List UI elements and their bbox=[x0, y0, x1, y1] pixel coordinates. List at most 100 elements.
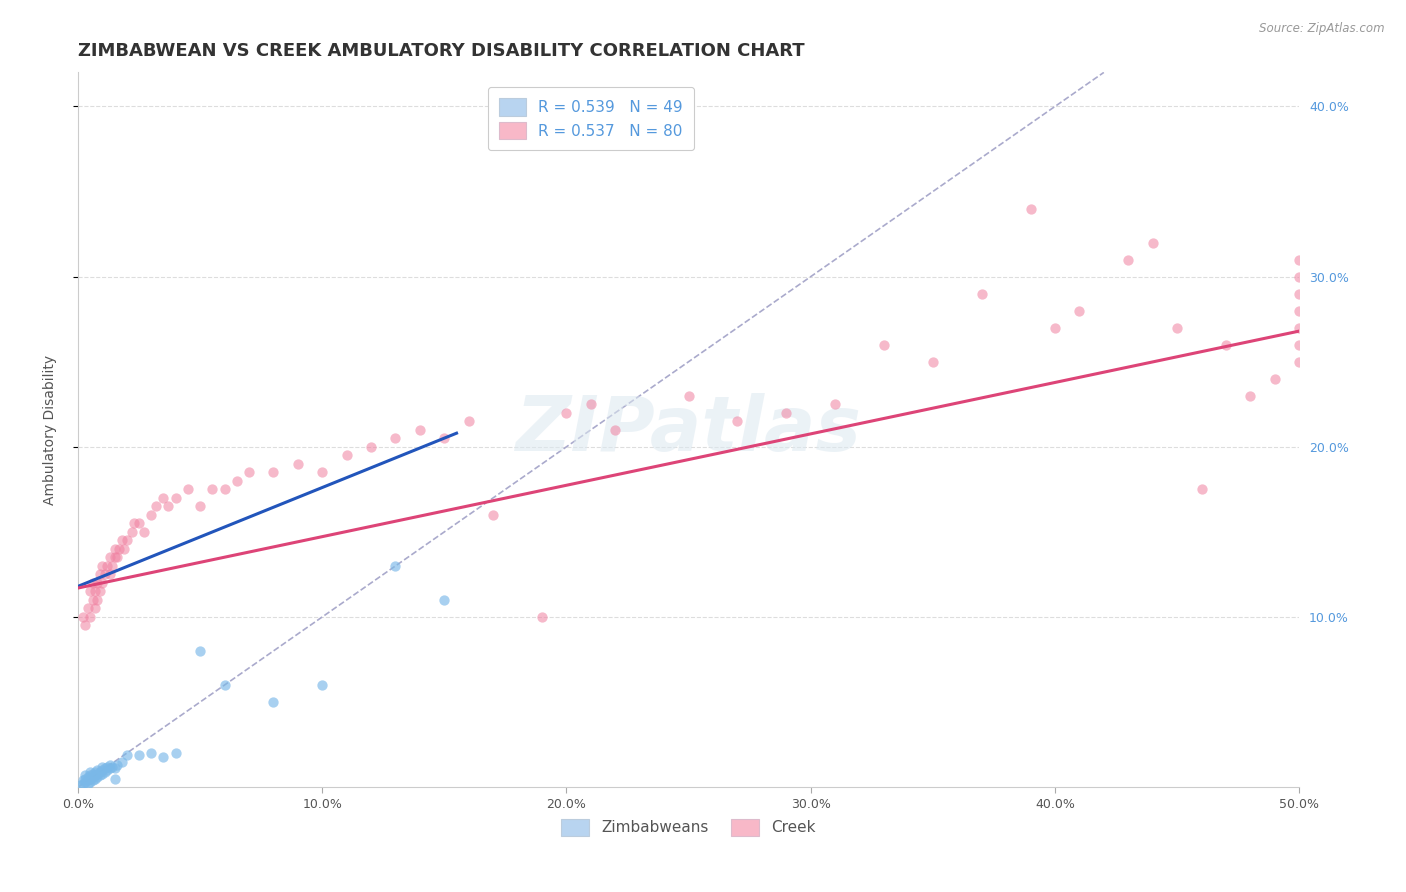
Point bbox=[1069, 303, 1091, 318]
Point bbox=[101, 558, 124, 573]
Point bbox=[121, 524, 143, 539]
Point bbox=[69, 779, 91, 793]
Point bbox=[76, 770, 98, 784]
Point bbox=[201, 483, 224, 497]
Point bbox=[214, 483, 236, 497]
Point bbox=[824, 397, 846, 411]
Point bbox=[91, 558, 114, 573]
Point bbox=[91, 763, 114, 777]
Point bbox=[384, 431, 406, 445]
Point bbox=[112, 541, 135, 556]
Point bbox=[311, 466, 333, 480]
Point bbox=[1288, 303, 1310, 318]
Point bbox=[152, 491, 174, 505]
Point bbox=[72, 777, 94, 791]
Point bbox=[921, 355, 943, 369]
Point bbox=[76, 773, 98, 788]
Point bbox=[1288, 269, 1310, 284]
Point bbox=[91, 766, 114, 780]
Point bbox=[86, 576, 108, 591]
Point bbox=[152, 749, 174, 764]
Point bbox=[79, 775, 101, 789]
Point bbox=[105, 758, 128, 772]
Point bbox=[970, 286, 993, 301]
Point bbox=[98, 758, 121, 772]
Point bbox=[79, 584, 101, 599]
Point bbox=[433, 593, 456, 607]
Point bbox=[89, 764, 111, 779]
Point bbox=[360, 440, 382, 454]
Point bbox=[79, 610, 101, 624]
Point bbox=[98, 550, 121, 565]
Point bbox=[82, 766, 104, 780]
Point bbox=[84, 772, 107, 786]
Point bbox=[225, 474, 247, 488]
Point bbox=[86, 766, 108, 780]
Point bbox=[579, 397, 602, 411]
Point bbox=[122, 516, 145, 531]
Point bbox=[72, 773, 94, 788]
Point bbox=[1288, 252, 1310, 267]
Point bbox=[84, 601, 107, 615]
Point bbox=[555, 406, 578, 420]
Point bbox=[165, 746, 187, 760]
Point bbox=[128, 516, 150, 531]
Point bbox=[86, 593, 108, 607]
Point bbox=[98, 567, 121, 582]
Point bbox=[96, 760, 118, 774]
Point bbox=[79, 764, 101, 779]
Point bbox=[1191, 483, 1213, 497]
Point bbox=[531, 610, 554, 624]
Y-axis label: Ambulatory Disability: Ambulatory Disability bbox=[44, 355, 58, 505]
Point bbox=[82, 576, 104, 591]
Point bbox=[775, 406, 797, 420]
Point bbox=[287, 457, 309, 471]
Point bbox=[91, 576, 114, 591]
Point bbox=[79, 772, 101, 786]
Text: ZIPatlas: ZIPatlas bbox=[516, 392, 862, 467]
Point bbox=[96, 558, 118, 573]
Point bbox=[94, 761, 117, 775]
Point bbox=[177, 483, 200, 497]
Point bbox=[115, 533, 138, 548]
Point bbox=[91, 760, 114, 774]
Point bbox=[605, 423, 627, 437]
Point bbox=[128, 747, 150, 762]
Point bbox=[86, 770, 108, 784]
Point bbox=[98, 761, 121, 775]
Point bbox=[188, 644, 211, 658]
Point bbox=[111, 755, 134, 769]
Point bbox=[104, 541, 127, 556]
Point bbox=[238, 466, 260, 480]
Point bbox=[105, 550, 128, 565]
Point bbox=[84, 768, 107, 782]
Point bbox=[1288, 355, 1310, 369]
Point bbox=[82, 770, 104, 784]
Point bbox=[96, 763, 118, 777]
Point bbox=[141, 508, 163, 522]
Point bbox=[94, 764, 117, 779]
Point bbox=[678, 389, 700, 403]
Point bbox=[115, 747, 138, 762]
Point bbox=[384, 558, 406, 573]
Point bbox=[89, 584, 111, 599]
Point bbox=[157, 500, 180, 514]
Point bbox=[76, 601, 98, 615]
Point bbox=[1288, 337, 1310, 351]
Point bbox=[104, 772, 127, 786]
Point bbox=[1142, 235, 1164, 250]
Point bbox=[145, 500, 167, 514]
Point bbox=[457, 414, 479, 428]
Point bbox=[1019, 202, 1042, 216]
Point bbox=[82, 593, 104, 607]
Point bbox=[79, 768, 101, 782]
Text: ZIMBABWEAN VS CREEK AMBULATORY DISABILITY CORRELATION CHART: ZIMBABWEAN VS CREEK AMBULATORY DISABILIT… bbox=[77, 42, 804, 60]
Point bbox=[72, 610, 94, 624]
Point bbox=[86, 763, 108, 777]
Text: Source: ZipAtlas.com: Source: ZipAtlas.com bbox=[1260, 22, 1385, 36]
Point bbox=[111, 533, 134, 548]
Point bbox=[94, 567, 117, 582]
Point bbox=[1043, 320, 1066, 334]
Point bbox=[873, 337, 896, 351]
Point bbox=[1166, 320, 1188, 334]
